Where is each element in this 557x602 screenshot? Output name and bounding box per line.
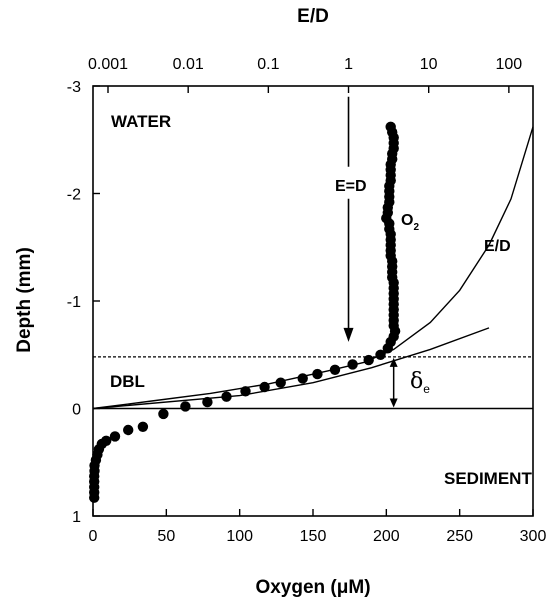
delta-arrow-down-head <box>389 398 398 408</box>
dbl-label: DBL <box>110 372 145 391</box>
o2-data-point <box>363 354 374 366</box>
x-tick-label: 250 <box>446 528 473 545</box>
y-tick-label: -2 <box>67 187 81 204</box>
ed-curve <box>92 126 534 410</box>
top-axis-ticks: 0.001 0.01 0.1 1 10 100 <box>88 56 522 93</box>
o2-data-point <box>382 343 393 354</box>
o2-data-point <box>275 377 286 388</box>
linear-gradient-line <box>92 327 490 410</box>
x-axis-ticks: 0 50 100 150 200 250 300 <box>89 509 547 545</box>
o2-data-point <box>89 492 100 503</box>
delta-e-label: δe <box>410 369 430 396</box>
water-label: WATER <box>111 112 171 131</box>
top-tick-label: 0.001 <box>88 56 128 73</box>
o2-text: O <box>401 212 413 229</box>
o2-data-point <box>180 401 191 412</box>
delta-symbol: δ <box>410 369 423 394</box>
o2-data-point <box>312 368 323 380</box>
delta-subscript: e <box>423 382 430 396</box>
o2-subscript: 2 <box>413 222 419 233</box>
y-tick-label: -3 <box>67 79 81 96</box>
x-tick-label: 100 <box>226 528 253 545</box>
x-tick-label: 150 <box>300 528 327 545</box>
o2-data-point <box>158 408 169 420</box>
o2-label: O2 <box>401 212 419 233</box>
y-axis-ticks: -3 -2 -1 0 1 <box>67 79 100 526</box>
o2-data-point <box>221 391 232 402</box>
x-tick-label: 200 <box>373 528 400 545</box>
o2-data-point <box>202 396 213 408</box>
y-tick-label: -1 <box>67 294 81 311</box>
o2-data-point <box>259 381 270 393</box>
o2-data-point <box>123 424 134 436</box>
o2-data-point <box>240 386 251 397</box>
e-eq-d-label: E=D <box>335 178 367 195</box>
top-tick-label: 0.01 <box>173 56 204 73</box>
x-tick-label: 50 <box>157 528 175 545</box>
plot-frame <box>92 85 534 517</box>
o2-data-point <box>137 421 149 432</box>
x-tick-label: 300 <box>520 528 547 545</box>
o2-data-point <box>375 349 386 360</box>
oxygen-points <box>89 121 401 503</box>
top-tick-label: 100 <box>496 56 523 73</box>
model-curves <box>92 126 534 410</box>
o2-data-point <box>347 359 358 370</box>
o2-data-point <box>297 373 308 384</box>
o2-data-point <box>109 431 121 442</box>
ed-curve-label: E/D <box>484 238 511 255</box>
sediment-label: SEDIMENT <box>444 469 532 488</box>
top-tick-label: 10 <box>420 56 438 73</box>
e-eq-d-arrow-head <box>343 327 354 342</box>
o2-data-point <box>329 364 341 375</box>
annotation-arrows <box>343 96 398 408</box>
y-axis-label: Depth (mm) <box>14 247 35 353</box>
top-axis-label: E/D <box>297 6 329 27</box>
x-tick-label: 0 <box>89 528 98 545</box>
y-tick-label: 0 <box>72 402 81 419</box>
delta-arrow-up-head <box>389 357 398 367</box>
boundary-lines <box>93 356 533 410</box>
plot-border <box>92 85 534 517</box>
top-tick-label: 0.1 <box>257 56 279 73</box>
top-tick-label: 1 <box>344 56 353 73</box>
x-axis-label: Oxygen (μM) <box>255 577 370 598</box>
y-tick-label: 1 <box>72 509 81 526</box>
